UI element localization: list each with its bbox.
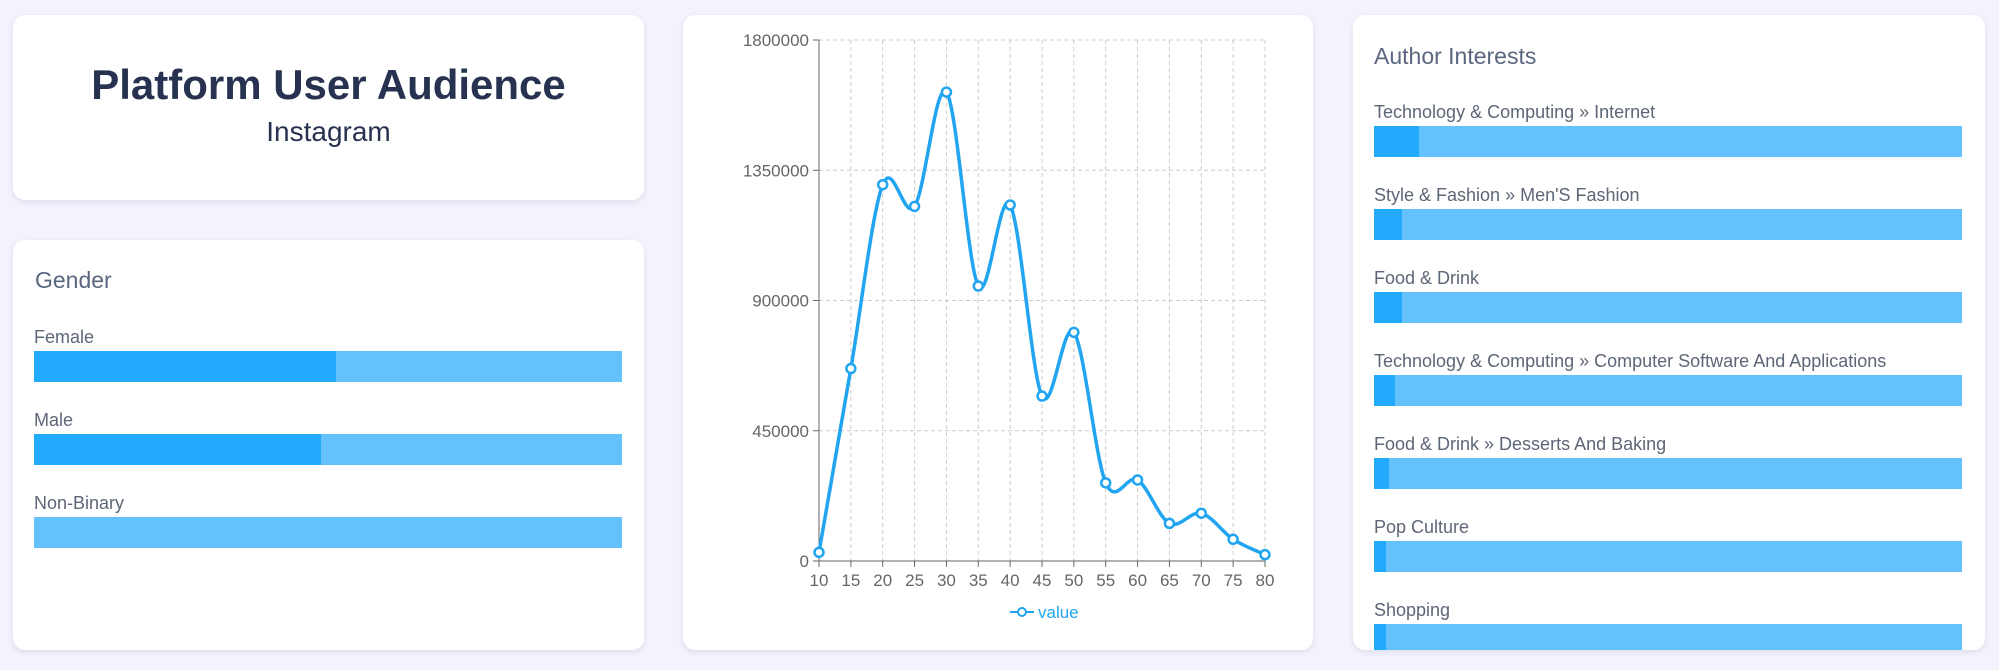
bar-label: Technology & Computing » Computer Softwa…	[1374, 351, 1887, 371]
point	[908, 200, 921, 213]
point	[1036, 390, 1048, 402]
bar-track	[1374, 126, 1962, 157]
point	[876, 178, 889, 191]
point	[1163, 517, 1176, 530]
bar-track	[1374, 292, 1962, 323]
bar-label: Style & Fashion » Men'S Fashion	[1374, 185, 1640, 205]
bar	[1374, 458, 1390, 489]
bar-label: Food & Drink » Desserts And Baking	[1374, 434, 1667, 454]
bar	[1374, 292, 1402, 323]
bar-track	[1374, 541, 1962, 572]
bar-label: Pop Culture	[1374, 517, 1470, 537]
bar-track	[34, 434, 622, 465]
bar-track	[1374, 375, 1962, 406]
bar-label: Male	[34, 410, 74, 430]
x-tick-label: 35	[969, 571, 988, 590]
bar-label: Technology & Computing » Internet	[1374, 102, 1656, 122]
x-tick-label: 10	[810, 571, 829, 590]
point	[845, 362, 857, 375]
point	[1259, 548, 1271, 561]
x-tick-label: 65	[1160, 571, 1179, 590]
bar-track	[34, 351, 622, 382]
y-tick-label: 900000	[752, 292, 809, 311]
x-tick-label: 55	[1096, 571, 1115, 590]
interests-card: Author Interests Technology & Computing …	[1353, 15, 1985, 650]
point	[1131, 474, 1144, 486]
bar	[1374, 126, 1419, 157]
chart-card: 0 450000 900000 1350000 1800000 10 15 20 25 30 35 4…	[683, 15, 1313, 650]
bar	[34, 434, 321, 465]
bar-track	[1374, 458, 1962, 489]
x-tick-label: 45	[1033, 571, 1052, 590]
point	[813, 546, 825, 559]
point	[1068, 326, 1080, 339]
bar-label: Non-Binary	[34, 493, 125, 513]
y-tick-label: 450000	[752, 422, 809, 441]
x-tick-label: 30	[937, 571, 956, 590]
bar	[34, 351, 337, 382]
x-tick-label: 15	[841, 571, 860, 590]
bar-label: Food & Drink	[1374, 268, 1480, 288]
page-title: Platform User Audience	[91, 61, 566, 108]
legend-label: value	[1038, 603, 1079, 622]
point	[1195, 507, 1208, 519]
point	[940, 86, 953, 98]
x-tick-label: 60	[1128, 571, 1147, 590]
bar-track	[34, 517, 622, 548]
x-tick-label: 20	[873, 571, 892, 590]
page-subtitle: Instagram	[266, 116, 391, 147]
bar-label: Shopping	[1374, 600, 1451, 620]
x-tick-label: 70	[1192, 571, 1211, 590]
legend-swatch	[1017, 607, 1027, 617]
bar-track	[1374, 624, 1962, 650]
bar-label: Female	[34, 327, 95, 347]
bar	[1374, 624, 1386, 650]
y-tick-label: 1350000	[743, 161, 809, 180]
bar-track	[1374, 209, 1962, 240]
chart: 0 450000 900000 1350000 1800000 10 15 20 25 30 35 4…	[743, 31, 1275, 622]
point	[1227, 533, 1239, 546]
x-tick-label: 75	[1224, 571, 1243, 590]
section-title: Author Interests	[1374, 43, 1537, 69]
point	[972, 280, 985, 292]
point	[1004, 199, 1016, 211]
x-tick-label: 80	[1256, 571, 1275, 590]
header-card: Platform User Audience Instagram	[13, 15, 644, 200]
bar	[1374, 375, 1395, 406]
x-tick-label: 50	[1064, 571, 1083, 590]
x-tick-label: 40	[1001, 571, 1020, 590]
point	[1099, 477, 1112, 489]
bar	[1374, 209, 1403, 240]
y-tick-label: 1800000	[743, 31, 809, 50]
x-tick-label: 25	[905, 571, 924, 590]
section-title: Gender	[35, 267, 112, 293]
y-tick-label: 0	[800, 552, 809, 571]
gender-card: Gender Female Male Non-Binary	[13, 240, 644, 650]
bar	[1374, 541, 1386, 572]
